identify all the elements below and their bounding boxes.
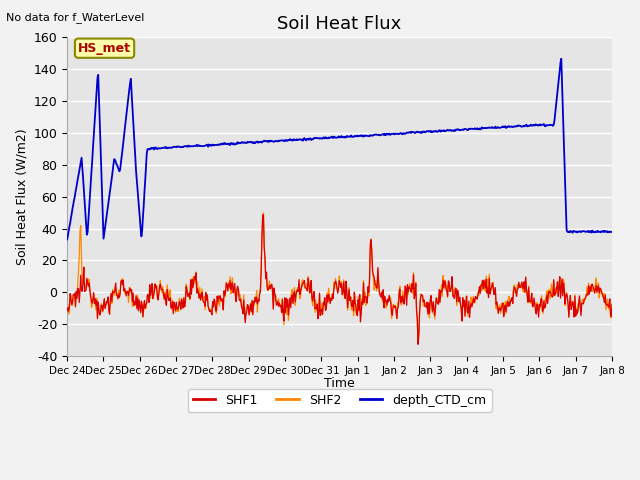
Text: No data for f_WaterLevel: No data for f_WaterLevel (6, 12, 145, 23)
SHF1 (406, 286, 414, 291)
depth_CTD_cm (213, 142, 221, 148)
SHF2 (423, 306, 431, 312)
Legend: SHF1, SHF2, depth_CTD_cm: SHF1, SHF2, depth_CTD_cm (188, 389, 492, 412)
SHF2 (414, 339, 422, 345)
depth_CTD_cm (422, 130, 429, 135)
SHF1 (260, 212, 268, 218)
SHF1 (63, 308, 71, 314)
Line: SHF1: SHF1 (67, 215, 612, 344)
depth_CTD_cm (73, 180, 81, 186)
Line: depth_CTD_cm: depth_CTD_cm (67, 59, 612, 240)
SHF2 (63, 301, 71, 307)
SHF1 (184, 293, 192, 299)
SHF2 (213, 294, 221, 300)
Title: Soil Heat Flux: Soil Heat Flux (278, 15, 402, 33)
X-axis label: Time: Time (324, 377, 355, 390)
SHF1 (129, 290, 137, 296)
SHF1 (213, 293, 221, 299)
Y-axis label: Soil Heat Flux (W/m2): Soil Heat Flux (W/m2) (15, 128, 28, 265)
SHF2 (260, 210, 268, 216)
SHF1 (423, 299, 431, 305)
depth_CTD_cm (406, 130, 413, 135)
depth_CTD_cm (129, 115, 137, 121)
SHF2 (406, 285, 414, 291)
SHF1 (73, 296, 81, 301)
Line: SHF2: SHF2 (67, 213, 612, 342)
depth_CTD_cm (63, 237, 71, 242)
depth_CTD_cm (557, 56, 565, 61)
SHF1 (608, 301, 616, 307)
SHF2 (73, 292, 81, 298)
SHF2 (129, 293, 137, 299)
SHF2 (184, 294, 192, 300)
Text: HS_met: HS_met (78, 42, 131, 55)
SHF1 (414, 341, 422, 347)
depth_CTD_cm (608, 229, 616, 235)
depth_CTD_cm (184, 143, 192, 148)
SHF2 (608, 301, 616, 307)
